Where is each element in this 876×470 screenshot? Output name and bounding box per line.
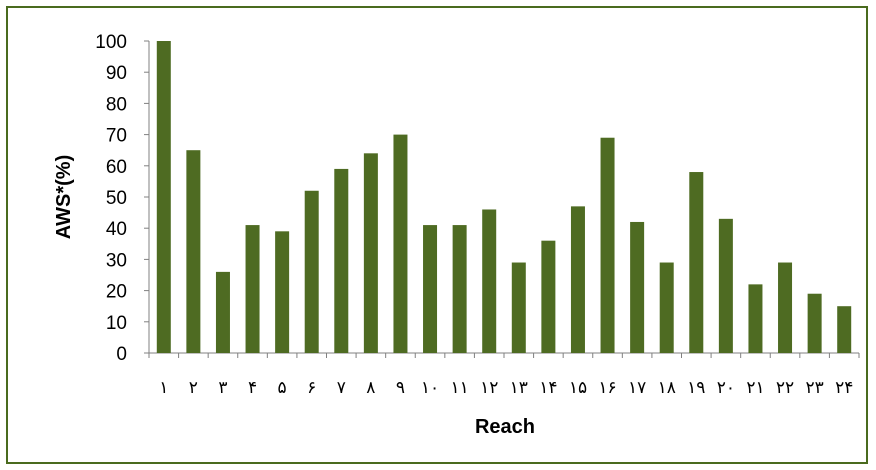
bar [807,293,822,353]
x-tick-label: ٢٣ [805,378,823,398]
y-tick-label: 0 [116,344,127,365]
bar [541,240,556,353]
x-tick-label: ١٩ [687,378,705,398]
x-tick-label: ١۵ [569,378,587,398]
bar [718,218,733,353]
bar [393,134,408,353]
bars [156,41,852,353]
bar [511,262,526,353]
bar [186,150,201,353]
bar [363,153,378,353]
bar [659,262,674,353]
bar [452,225,467,353]
x-tick-label: ٢۴ [835,378,853,398]
x-tick-label: ١١ [450,378,468,398]
bar [778,262,793,353]
x-tick-label: ١٢ [480,378,498,398]
x-tick-label: ٢٠ [717,378,735,398]
x-tick-label: ۵ [278,378,287,398]
y-tick-label: 100 [95,32,127,53]
x-tick-label: ٨ [366,378,375,398]
y-tick-label: 20 [106,282,127,303]
bar [837,306,852,353]
x-tick-label: ١ [159,378,168,398]
y-tick-label: 90 [106,63,127,84]
x-axis: ١ ٢ ٣ ۴ ۵ ۶ ٧ ٨ ٩ ١٠ ١١ ١٢ ١٣ ١۴ ١۵ ١۶ ١٧ ١٨ ١٩ ٢٠ ٢١ ٢٢ ٢٣ ٢۴ [148,352,860,398]
bar [689,172,704,353]
x-tick-label: ١٣ [510,378,528,398]
bar [600,137,615,353]
x-tick-label: ۶ [307,378,316,398]
y-tick-label: 70 [106,126,127,147]
x-tick-label: ۴ [248,378,257,398]
bar [156,41,171,353]
bar [570,206,585,353]
x-tick-label: ٢١ [746,378,764,398]
x-tick-label: ١٧ [628,378,646,398]
x-tick-label: ٣ [218,378,227,398]
x-tick-label: ٩ [396,378,405,398]
bar [275,231,290,353]
x-tick-label: ١٨ [658,378,676,398]
y-tick-label: 30 [106,250,127,271]
y-tick-label: 10 [106,313,127,334]
x-tick-label: ١٠ [421,378,439,398]
y-tick-label: 80 [106,94,127,115]
x-tick-label: ٢٢ [776,378,794,398]
bar [334,168,349,353]
y-tick-label: 60 [106,157,127,178]
x-axis-title: Reach [475,416,535,438]
bar [748,284,763,353]
y-tick-label: 50 [106,188,127,209]
bar [245,225,260,353]
bar [482,209,497,353]
y-axis: 0 10 20 30 40 50 60 70 80 90 100 [95,32,150,365]
bar [304,190,319,353]
x-tick-label: ١۶ [598,378,616,398]
x-tick-label: ٢ [189,378,198,398]
bar [630,221,645,353]
x-tick-label: ١۴ [539,378,557,398]
x-tick-label: ٧ [337,378,346,398]
bar [423,225,438,353]
y-axis-title: AWS*(%) [53,155,75,239]
bar [215,271,230,353]
y-tick-label: 40 [106,219,127,240]
